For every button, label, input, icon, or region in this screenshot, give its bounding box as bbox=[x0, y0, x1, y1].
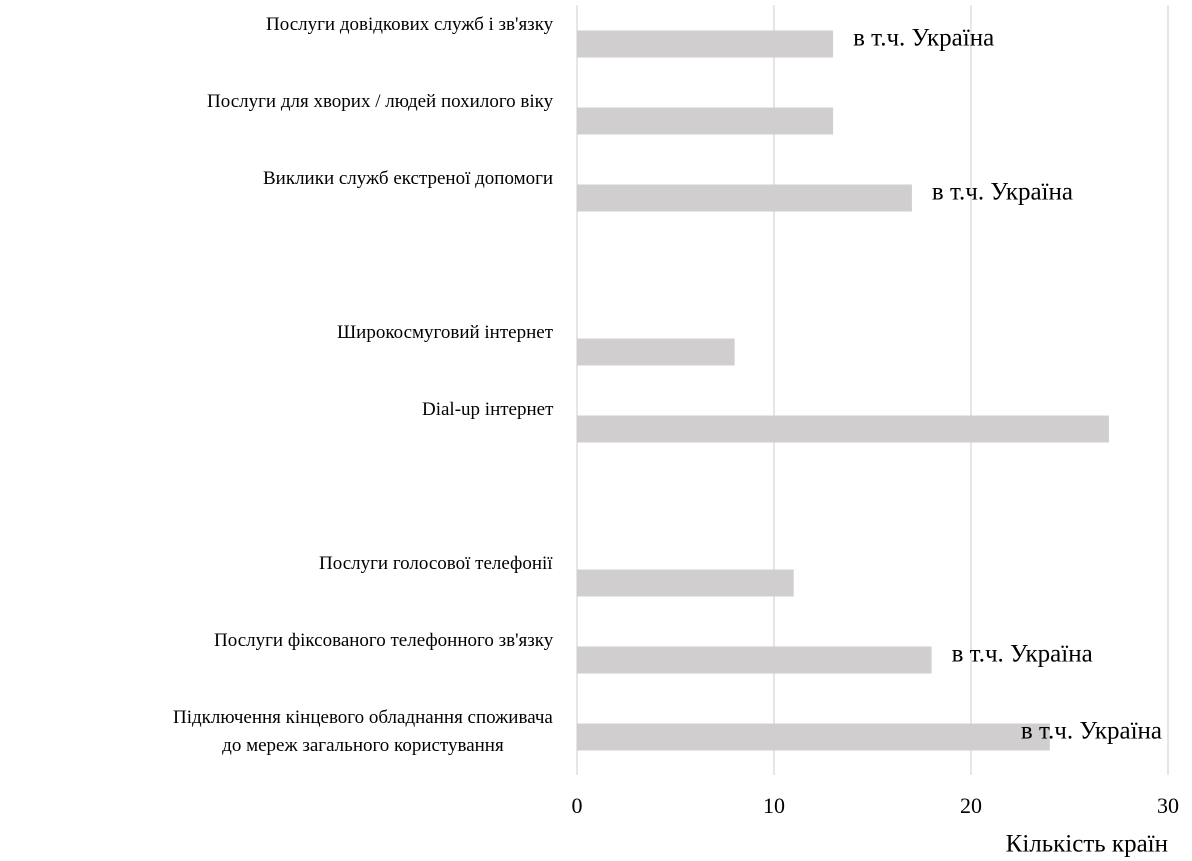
bar bbox=[577, 338, 735, 366]
bar bbox=[577, 646, 932, 674]
x-tick-label: 30 bbox=[1157, 793, 1179, 818]
y-tick-label: Виклики служб екстреної допомоги bbox=[263, 168, 554, 189]
y-tick-label: Підключення кінцевого обладнання спожива… bbox=[173, 707, 553, 756]
x-tick-label: 10 bbox=[763, 793, 785, 818]
y-tick-label: Послуги довідкових служб і зв'язку bbox=[266, 14, 554, 35]
annotation: в т.ч. Україна bbox=[1021, 718, 1162, 745]
x-axis-title: Кількість країн bbox=[1006, 831, 1168, 858]
bar bbox=[577, 415, 1109, 443]
bar bbox=[577, 184, 912, 212]
x-tick-label: 0 bbox=[572, 793, 583, 818]
y-tick-label: Послуги фіксованого телефонного зв'язку bbox=[214, 630, 554, 651]
y-tick-label: Послуги для хворих / людей похилого віку bbox=[207, 91, 554, 112]
bar bbox=[577, 30, 834, 58]
bar bbox=[577, 569, 794, 597]
annotation: в т.ч. Україна bbox=[853, 25, 994, 52]
bar bbox=[577, 107, 834, 135]
annotation: в т.ч. Україна bbox=[952, 641, 1093, 668]
bar bbox=[577, 723, 1050, 751]
annotation: в т.ч. Україна bbox=[932, 179, 1073, 206]
y-tick-label: Широкосмуговий інтернет bbox=[337, 322, 553, 343]
y-tick-label: Послуги голосової телефонії bbox=[319, 553, 553, 574]
y-tick-label: Dial-up інтернет bbox=[422, 399, 554, 420]
x-tick-label: 20 bbox=[960, 793, 982, 818]
